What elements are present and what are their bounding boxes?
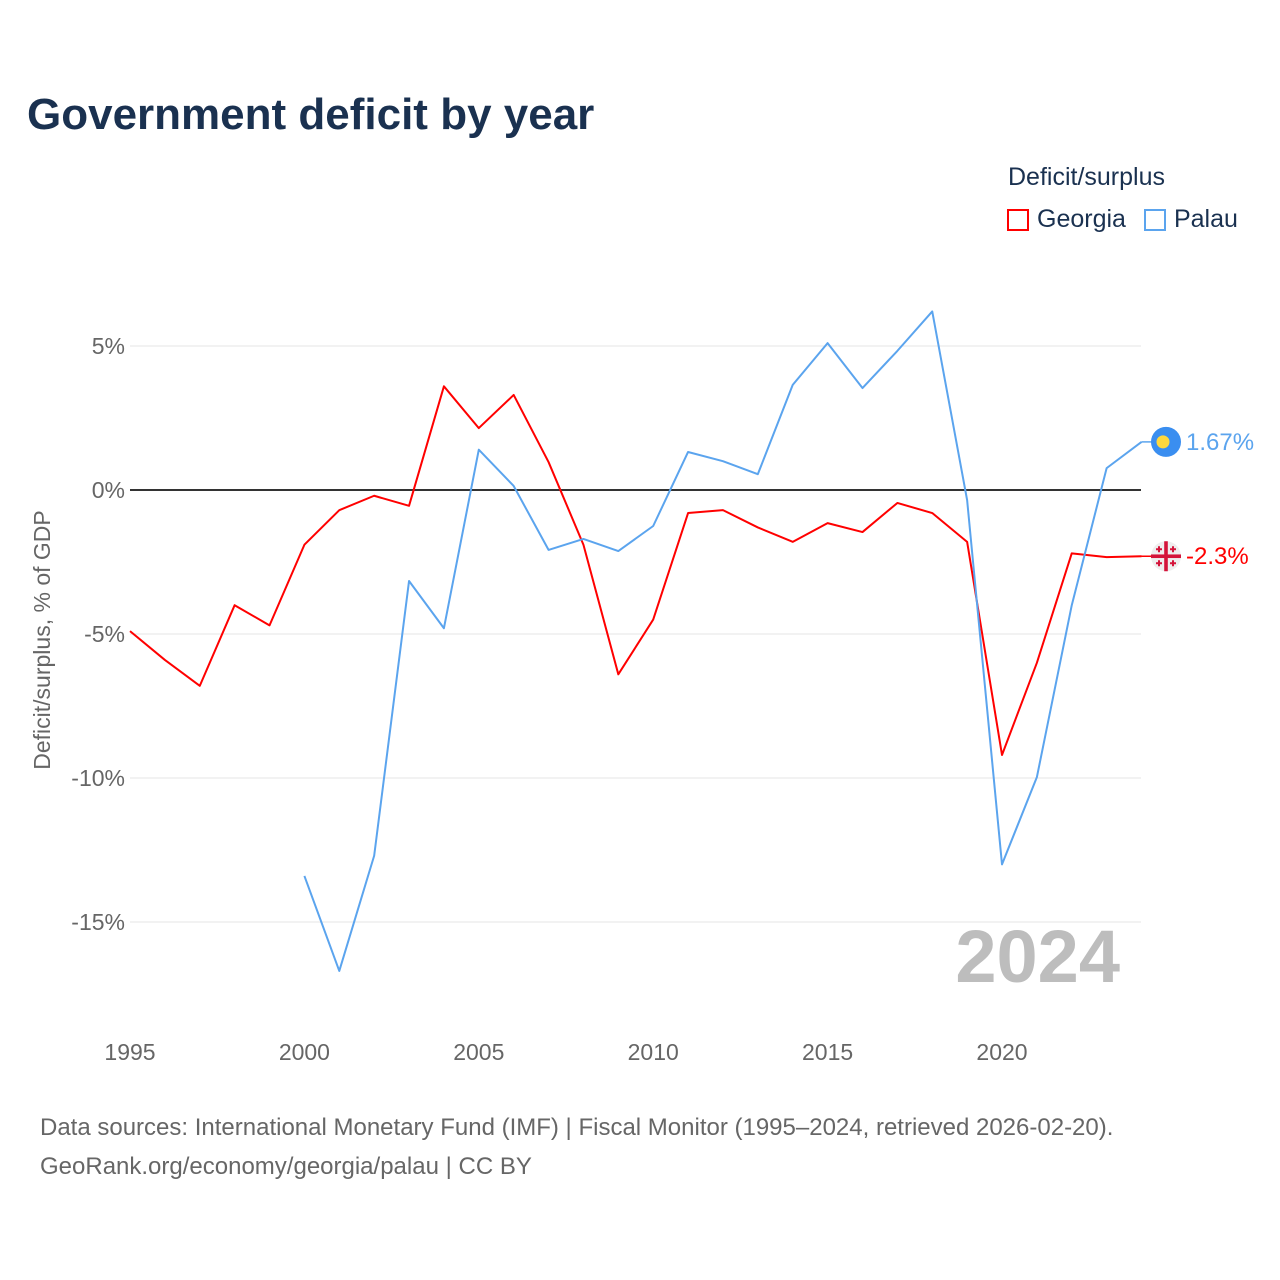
y-tick-label: -15% [71, 909, 125, 935]
legend: Georgia Palau [1007, 205, 1238, 234]
y-tick-label: -5% [84, 621, 125, 647]
legend-label-georgia[interactable]: Georgia [1037, 205, 1126, 233]
x-tick-label: 2015 [802, 1039, 853, 1065]
year-watermark: 2024 [955, 915, 1120, 998]
georgia-flag-small-cross-icon [1158, 560, 1160, 567]
georgia-flag-cross-icon [1164, 541, 1168, 572]
x-tick-label: 2000 [279, 1039, 330, 1065]
legend-title: Deficit/surplus [1008, 163, 1165, 191]
series-line-palau [303, 310, 1143, 972]
georgia-flag-small-cross-icon [1158, 546, 1160, 553]
palau-flag-sun-icon [1156, 435, 1170, 449]
series-line-georgia [129, 385, 1142, 756]
source-link[interactable]: GeoRank.org/economy/georgia/palau | CC B… [40, 1153, 532, 1180]
y-tick-label: 5% [92, 333, 125, 359]
georgia-flag-small-cross-icon [1172, 560, 1174, 567]
legend-label-palau[interactable]: Palau [1173, 205, 1238, 233]
x-tick-label: 2020 [976, 1039, 1027, 1065]
source-note: Data sources: International Monetary Fun… [40, 1108, 1113, 1186]
x-tick-label: 2005 [453, 1039, 504, 1065]
page-title: Government deficit by year [27, 90, 595, 139]
source-line-1: Data sources: International Monetary Fun… [40, 1114, 1114, 1141]
end-value-label-palau: 1.67% [1186, 429, 1254, 456]
y-axis-label: Deficit/surplus, % of GDP [29, 510, 55, 769]
x-tick-label: 2010 [628, 1039, 679, 1065]
legend-swatch-palau[interactable] [1143, 208, 1166, 231]
x-tick-label: 1995 [104, 1039, 155, 1065]
y-tick-label: 0% [92, 477, 125, 503]
y-tick-label: -10% [71, 765, 125, 791]
end-value-label-georgia: -2.3% [1186, 543, 1249, 570]
georgia-flag-small-cross-icon [1172, 546, 1174, 553]
legend-swatch-georgia[interactable] [1007, 208, 1029, 231]
